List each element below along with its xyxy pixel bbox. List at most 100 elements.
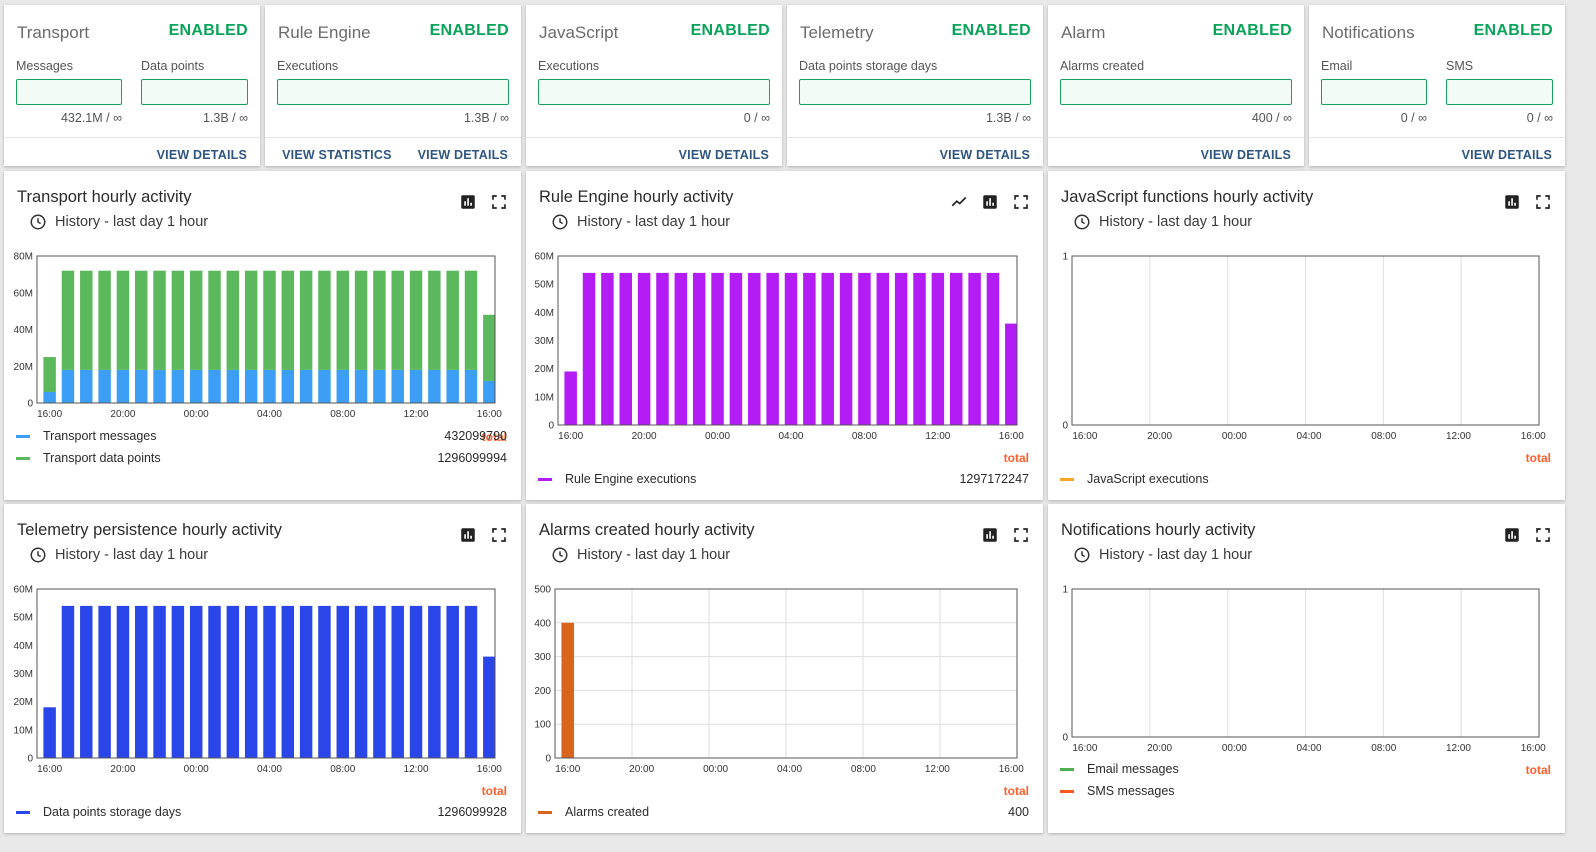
legend-item[interactable]: Rule Engine executions 1297172247 <box>538 472 1029 486</box>
x-tick-label: 04:00 <box>777 764 802 775</box>
fullscreen-icon[interactable] <box>1012 526 1043 549</box>
legend-label: Transport data points <box>43 451 161 465</box>
usage-bar <box>1321 79 1427 105</box>
x-tick-label: 20:00 <box>629 764 654 775</box>
card-actions: VIEW DETAILS <box>666 148 782 162</box>
bar <box>299 369 313 403</box>
clock-icon <box>552 214 568 230</box>
bar-chart-icon[interactable] <box>1503 193 1534 216</box>
usage-bar <box>141 79 248 105</box>
bar-chart-icon[interactable] <box>459 193 490 216</box>
y-tick-label: 1 <box>1062 252 1068 263</box>
y-tick-label: 40M <box>535 308 554 319</box>
bar <box>858 272 871 425</box>
plot-frame <box>36 255 496 404</box>
fullscreen-icon[interactable] <box>1534 526 1565 549</box>
status-badge: ENABLED <box>951 22 1031 39</box>
bar <box>153 369 166 403</box>
legend-swatch <box>538 477 552 481</box>
fullscreen-icon[interactable] <box>1534 193 1565 216</box>
legend-item[interactable]: Transport data points 1296099994 <box>16 451 507 465</box>
divider <box>787 137 1043 138</box>
history-timewindow[interactable]: History - last day 1 hour <box>551 546 730 564</box>
history-timewindow[interactable]: History - last day 1 hour <box>29 546 208 564</box>
fullscreen-icon[interactable] <box>490 526 521 549</box>
legend-label: Alarms created <box>565 805 650 819</box>
history-timewindow[interactable]: History - last day 1 hour <box>29 213 208 231</box>
bar <box>391 369 404 403</box>
view-details-button[interactable]: VIEW DETAILS <box>678 148 769 162</box>
legend-swatch <box>16 456 30 460</box>
card-title: Notifications <box>1322 23 1415 42</box>
fullscreen-icon[interactable] <box>490 193 521 216</box>
bar <box>446 270 459 370</box>
view-details-button[interactable]: VIEW DETAILS <box>939 148 1030 162</box>
bar <box>729 272 743 425</box>
bar <box>931 272 945 425</box>
y-tick-label: 0 <box>27 399 33 410</box>
bar <box>949 272 963 425</box>
bar <box>986 272 1000 425</box>
x-tick-label: 12:00 <box>1446 431 1471 442</box>
legend-item[interactable]: SMS messages <box>1060 784 1551 798</box>
bar <box>748 272 761 425</box>
view-statistics-button[interactable]: VIEW STATISTICS <box>282 148 392 162</box>
legend-item[interactable]: Transport messages 432099790 <box>16 429 507 443</box>
metric-executions: Executions 0 / ∞ <box>538 59 770 125</box>
metric-messages: Messages 432.1M / ∞ <box>16 59 122 125</box>
x-tick-label: 16:00 <box>37 409 62 420</box>
y-tick-label: 40M <box>14 641 33 652</box>
bar-chart-icon[interactable] <box>459 526 490 549</box>
bar <box>281 270 295 370</box>
bar <box>839 272 853 425</box>
metric-executions: Executions 1.3B / ∞ <box>277 59 509 125</box>
x-tick-label: 00:00 <box>184 764 209 775</box>
x-tick-label: 00:00 <box>705 431 730 442</box>
history-timewindow[interactable]: History - last day 1 hour <box>551 213 730 231</box>
legend-item[interactable]: Data points storage days 1296099928 <box>16 805 507 819</box>
y-tick-label: 0 <box>545 754 551 765</box>
divider <box>265 137 521 138</box>
bar <box>637 272 651 425</box>
bar <box>601 272 614 425</box>
legend-item[interactable]: JavaScript executions <box>1060 472 1551 486</box>
card-actions: VIEW DETAILS <box>1188 148 1304 162</box>
metric-storage-days: Data points storage days 1.3B / ∞ <box>799 59 1031 125</box>
view-details-button[interactable]: VIEW DETAILS <box>1461 148 1552 162</box>
view-details-button[interactable]: VIEW DETAILS <box>417 148 508 162</box>
javascript-summary-card: JavaScript ENABLED Executions 0 / ∞ VIEW… <box>526 5 782 166</box>
x-tick-label: 20:00 <box>110 409 135 420</box>
bar <box>135 605 148 758</box>
legend-item[interactable]: Email messages <box>1060 762 1551 776</box>
y-tick-label: 0 <box>548 421 554 432</box>
legend-total: 1296099928 <box>437 805 507 819</box>
card-title: Transport <box>17 23 90 42</box>
bar-chart-icon[interactable] <box>1503 526 1534 549</box>
fullscreen-icon[interactable] <box>1012 193 1043 216</box>
x-tick-label: 16:00 <box>1521 743 1546 754</box>
history-timewindow[interactable]: History - last day 1 hour <box>1073 213 1252 231</box>
y-tick-label: 50M <box>14 613 33 624</box>
card-title: JavaScript <box>539 23 619 42</box>
line-chart-icon[interactable] <box>950 193 981 216</box>
view-details-button[interactable]: VIEW DETAILS <box>1200 148 1291 162</box>
x-tick-label: 08:00 <box>1371 743 1396 754</box>
x-tick-label: 16:00 <box>37 764 62 775</box>
divider <box>4 137 260 138</box>
bar-chart-icon[interactable] <box>981 526 1012 549</box>
bar <box>80 369 93 403</box>
metric-value: 400 / ∞ <box>1251 111 1292 125</box>
bar <box>582 272 596 425</box>
clock-icon <box>552 547 568 563</box>
y-tick-label: 60M <box>14 585 33 596</box>
bar <box>803 272 816 425</box>
chart-toolbar <box>981 526 1043 549</box>
chart-toolbar <box>459 193 521 216</box>
history-timewindow[interactable]: History - last day 1 hour <box>1073 546 1252 564</box>
view-details-button[interactable]: VIEW DETAILS <box>156 148 247 162</box>
metric-label: Data points storage days <box>799 59 938 73</box>
x-tick-label: 12:00 <box>925 431 950 442</box>
x-tick-label: 04:00 <box>257 764 282 775</box>
bar-chart-icon[interactable] <box>981 193 1012 216</box>
legend-item[interactable]: Alarms created 400 <box>538 805 1029 819</box>
